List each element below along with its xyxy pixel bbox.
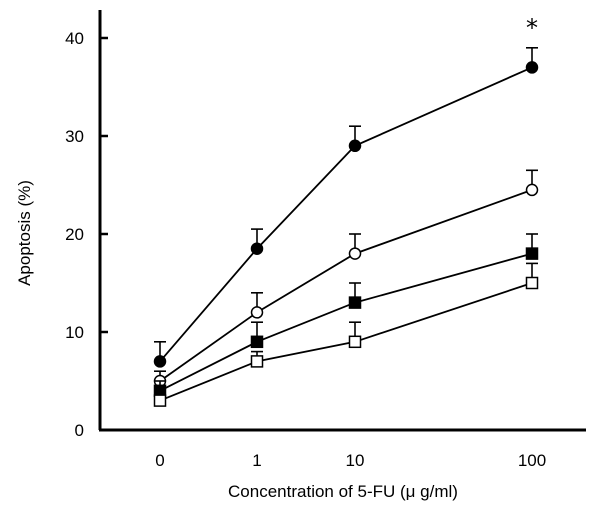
series-line	[159, 252, 533, 392]
x-axis-ticks: 0 1 10 100	[155, 451, 546, 470]
data-point	[525, 247, 539, 260]
data-point	[348, 335, 362, 349]
y-tick-label: 30	[65, 127, 84, 146]
x-axis-label: Concentration of 5-FU (μ g/ml)	[228, 482, 458, 501]
data-point	[348, 247, 362, 260]
y-tick-label: 10	[65, 323, 84, 342]
data-point	[153, 355, 167, 368]
data-point	[250, 335, 264, 349]
data-point	[153, 394, 167, 407]
data-point	[250, 242, 264, 255]
series-line	[159, 282, 533, 402]
data-point	[525, 276, 539, 290]
data-point	[525, 61, 539, 74]
data-point	[348, 139, 362, 153]
y-tick-label: 20	[65, 225, 84, 244]
series-open-circle	[153, 169, 539, 388]
series-open-square	[153, 262, 539, 407]
y-tick-label: 0	[75, 421, 84, 440]
data-point	[250, 355, 264, 368]
x-tick-label: 0	[155, 451, 164, 470]
y-axis-ticks: 0 10 20 30 40	[65, 29, 108, 440]
data-point	[348, 296, 362, 309]
x-tick-label: 100	[518, 451, 546, 470]
y-axis-label: Apoptosis (%)	[15, 180, 34, 286]
series-line	[159, 66, 533, 362]
data-point	[250, 306, 264, 319]
x-tick-label: 10	[346, 451, 365, 470]
x-tick-label: 1	[252, 451, 261, 470]
series-line	[159, 189, 533, 382]
series-filled-circle	[153, 46, 539, 368]
significance-asterisk: *	[526, 14, 538, 42]
series-filled-square	[153, 233, 539, 398]
annotation-layer: *	[526, 14, 538, 42]
data-point	[525, 183, 539, 197]
y-tick-label: 40	[65, 29, 84, 48]
series-layer	[153, 46, 539, 407]
